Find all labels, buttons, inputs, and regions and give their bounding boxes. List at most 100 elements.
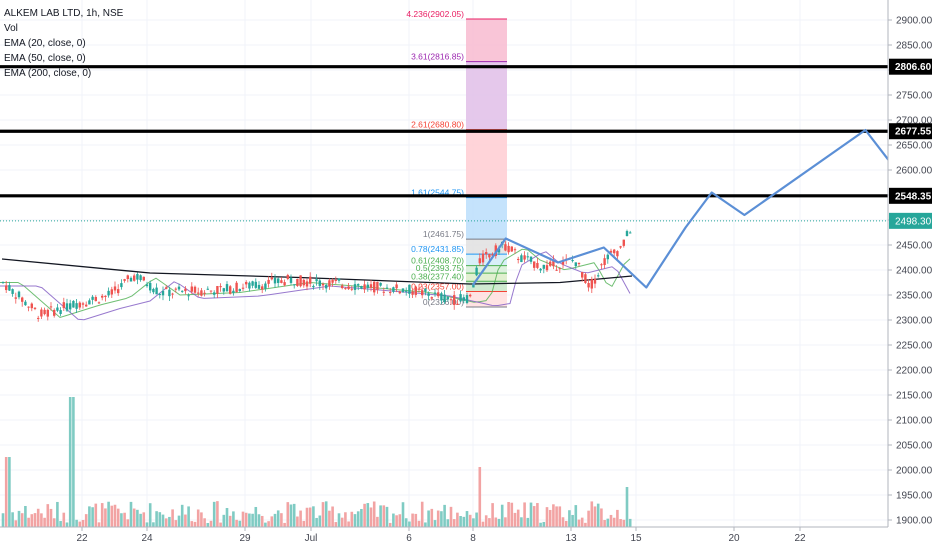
- candle-body: [296, 278, 299, 287]
- volume-bar: [75, 519, 78, 527]
- volume-bar: [462, 516, 466, 527]
- key-level-label[interactable]: 2806.60: [895, 62, 932, 73]
- volume-bar: [212, 501, 216, 527]
- volume-bar: [264, 522, 267, 527]
- time-axis-label: 22: [76, 533, 88, 544]
- volume-bar: [84, 514, 88, 527]
- ema50-line: [0, 251, 631, 321]
- volume-bar: [81, 519, 85, 527]
- candle-body: [117, 289, 120, 294]
- candle-body: [273, 277, 277, 284]
- projection-path[interactable]: [472, 67, 932, 289]
- volume-bar: [398, 514, 402, 527]
- candle-body: [401, 288, 405, 292]
- candle-body: [104, 295, 107, 298]
- key-level-label[interactable]: 2548.35: [895, 191, 932, 202]
- candle-body: [225, 284, 229, 292]
- candle-body: [110, 289, 113, 295]
- legend-ema50[interactable]: EMA (50, close, 0): [4, 53, 86, 64]
- volume-bar: [225, 508, 229, 527]
- legend-symbol[interactable]: ALKEM LAB LTD, 1h, NSE: [4, 8, 124, 19]
- price-axis-label: 2150.00: [896, 391, 932, 402]
- candle-body: [120, 283, 123, 288]
- volume-bar: [158, 512, 162, 527]
- candle-body: [520, 255, 523, 263]
- fib-level-label: 0.23(2357.00): [411, 282, 464, 292]
- candle-body: [177, 286, 181, 290]
- candle-body: [558, 268, 561, 270]
- candle-body: [299, 275, 302, 287]
- volume-bar: [273, 513, 277, 527]
- candle-body: [277, 278, 280, 283]
- candle-body: [17, 291, 21, 298]
- fib-zone: [466, 265, 507, 274]
- candle-body: [549, 261, 552, 266]
- volume-bar: [11, 512, 14, 527]
- fib-zone: [466, 254, 507, 266]
- candle-body: [155, 287, 158, 295]
- fib-zone: [466, 18, 507, 62]
- volume-bar: [433, 520, 437, 527]
- fib-level-label: 3.61(2816.85): [411, 52, 464, 62]
- volume-bar: [564, 520, 568, 527]
- candle-body: [113, 286, 117, 291]
- candle-body: [40, 309, 43, 317]
- candle-body: [133, 275, 136, 281]
- candle-body: [616, 251, 619, 257]
- candle-body: [526, 256, 529, 258]
- candle-body: [302, 279, 305, 286]
- volume-bar: [497, 518, 501, 527]
- price-axis-label: 2000.00: [896, 466, 932, 477]
- candle-body: [459, 294, 462, 302]
- volume-bar: [222, 514, 226, 527]
- volume-bar: [248, 513, 251, 527]
- candle-body: [193, 286, 197, 293]
- volume-bar: [529, 502, 533, 527]
- candle-body: [62, 302, 65, 309]
- volume-bar: [302, 520, 306, 527]
- volume-bar: [369, 507, 373, 527]
- candle-body: [289, 277, 293, 283]
- volume-bar: [228, 515, 232, 527]
- volume-bar: [190, 521, 194, 527]
- candle-body: [312, 285, 315, 288]
- price-axis-label: 2050.00: [896, 441, 932, 452]
- fib-level-label: 0.78(2431.85): [411, 244, 464, 254]
- candle-body: [187, 295, 190, 297]
- candle-body: [280, 280, 283, 283]
- volume-bar: [8, 457, 11, 527]
- volume-bar: [196, 509, 200, 527]
- candle-body: [517, 258, 520, 260]
- last-price-badge[interactable]: [889, 212, 932, 229]
- volume-bar: [545, 507, 549, 527]
- legend-ema20[interactable]: EMA (20, close, 0): [4, 38, 86, 49]
- candle-body: [606, 254, 609, 260]
- candle-body: [1, 281, 5, 283]
- volume-bar: [456, 512, 459, 527]
- candle-body: [513, 249, 517, 251]
- volume-bar: [232, 511, 235, 527]
- last-price-label[interactable]: 2498.30: [895, 216, 932, 227]
- candle-body: [398, 291, 401, 294]
- candle-body: [27, 306, 30, 308]
- key-level-badge[interactable]: [889, 187, 932, 204]
- key-level-badge[interactable]: [889, 123, 932, 140]
- price-axis-label: 2700.00: [896, 116, 932, 127]
- candle-body: [613, 249, 616, 254]
- volume-bar: [488, 518, 491, 527]
- candle-body: [427, 293, 430, 296]
- candle-body: [369, 284, 373, 288]
- volume-bar: [600, 508, 603, 527]
- volume-bar: [155, 511, 158, 527]
- candle-body: [347, 286, 350, 290]
- key-level-badge[interactable]: [889, 58, 932, 75]
- key-level-label[interactable]: 2677.55: [895, 127, 932, 138]
- legend-vol[interactable]: Vol: [4, 23, 18, 34]
- candle-body: [584, 274, 587, 283]
- candle-body: [139, 275, 142, 281]
- volume-bar: [366, 503, 370, 527]
- volume-bar: [574, 505, 578, 527]
- volume-bar: [360, 508, 363, 527]
- legend-ema200[interactable]: EMA (200, close, 0): [4, 68, 92, 79]
